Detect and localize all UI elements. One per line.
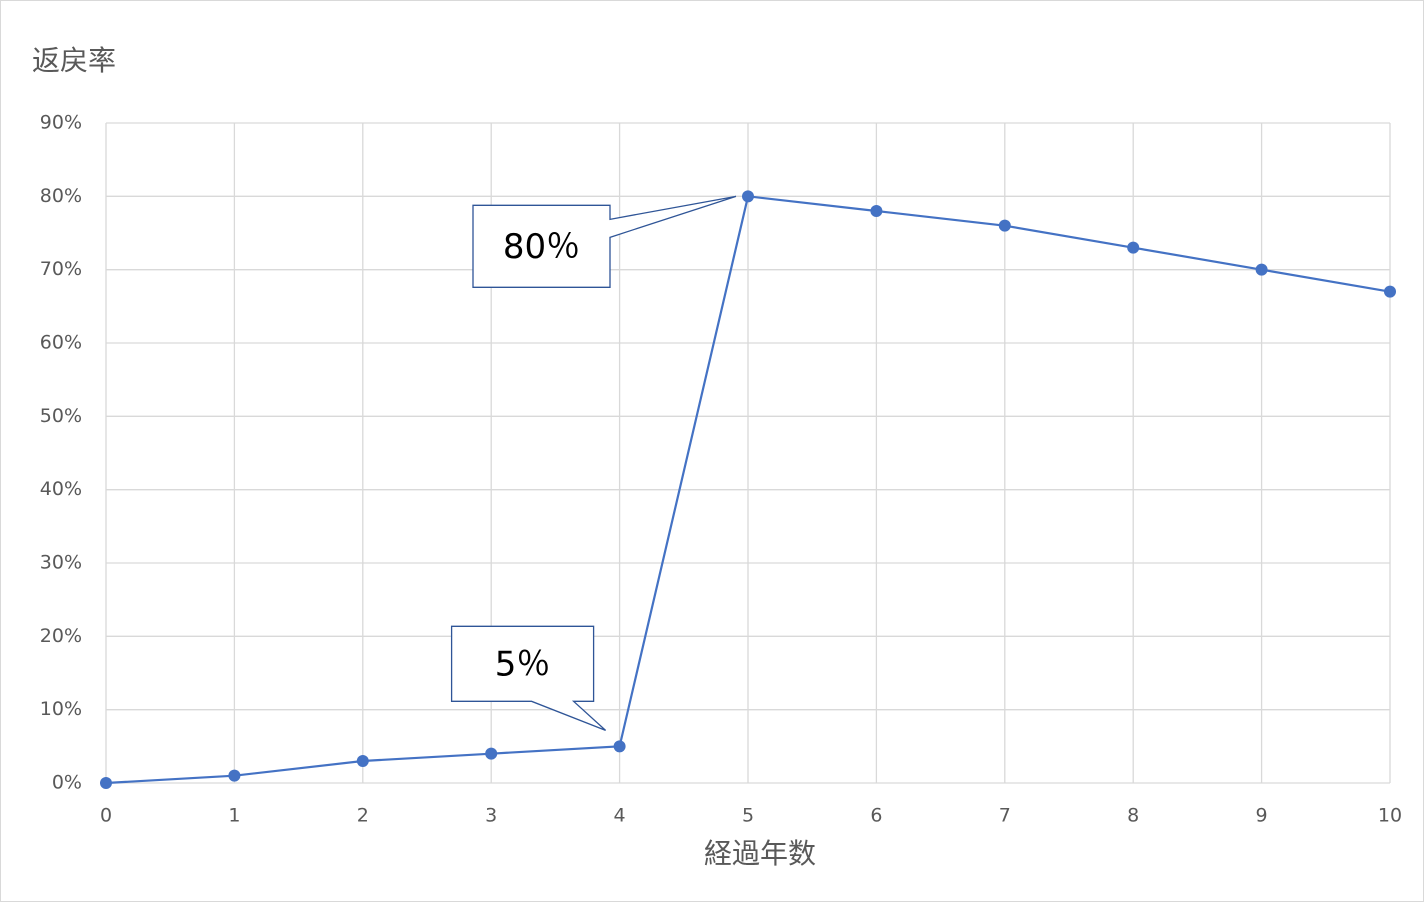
data-point: [100, 777, 112, 789]
data-point: [1255, 263, 1268, 276]
data-point: [998, 219, 1011, 232]
y-tick-label: 90%: [40, 112, 82, 134]
y-tick-label: 0%: [52, 772, 82, 794]
x-tick-label: 7: [999, 805, 1011, 827]
y-tick-label: 30%: [40, 552, 82, 574]
data-point: [228, 769, 241, 782]
callout-box: [472, 195, 737, 288]
callout-box: [450, 625, 607, 731]
data-point: [742, 190, 754, 203]
y-tick-label: 70%: [40, 258, 82, 280]
y-tick-label: 20%: [40, 625, 82, 647]
data-point: [1384, 285, 1396, 298]
x-tick-label: 5: [742, 805, 754, 827]
y-tick-label: 40%: [40, 478, 82, 500]
x-axis-title: 経過年数: [704, 837, 816, 870]
data-point: [485, 747, 498, 760]
x-tick-label: 6: [870, 805, 882, 827]
x-tick-label: 9: [1256, 805, 1268, 827]
data-point: [356, 755, 369, 767]
x-tick-label: 10: [1378, 805, 1402, 827]
data-label: 80％: [503, 227, 580, 267]
y-tick-label: 10%: [40, 698, 82, 720]
y-tick-label: 80%: [40, 185, 82, 207]
x-tick-label: 3: [485, 805, 497, 827]
y-tick-label: 60%: [40, 332, 82, 354]
data-point: [1127, 241, 1140, 254]
x-tick-label: 1: [228, 805, 240, 827]
data-point: [870, 205, 883, 217]
y-axis-title: 返戻率: [32, 44, 116, 77]
data-point: [613, 740, 626, 753]
y-tick-label: 50%: [40, 405, 82, 427]
x-tick-label: 0: [100, 805, 112, 827]
x-tick-label: 8: [1127, 805, 1139, 827]
x-tick-label: 2: [357, 805, 369, 827]
data-label: 5％: [495, 644, 551, 684]
x-tick-label: 4: [614, 805, 626, 827]
